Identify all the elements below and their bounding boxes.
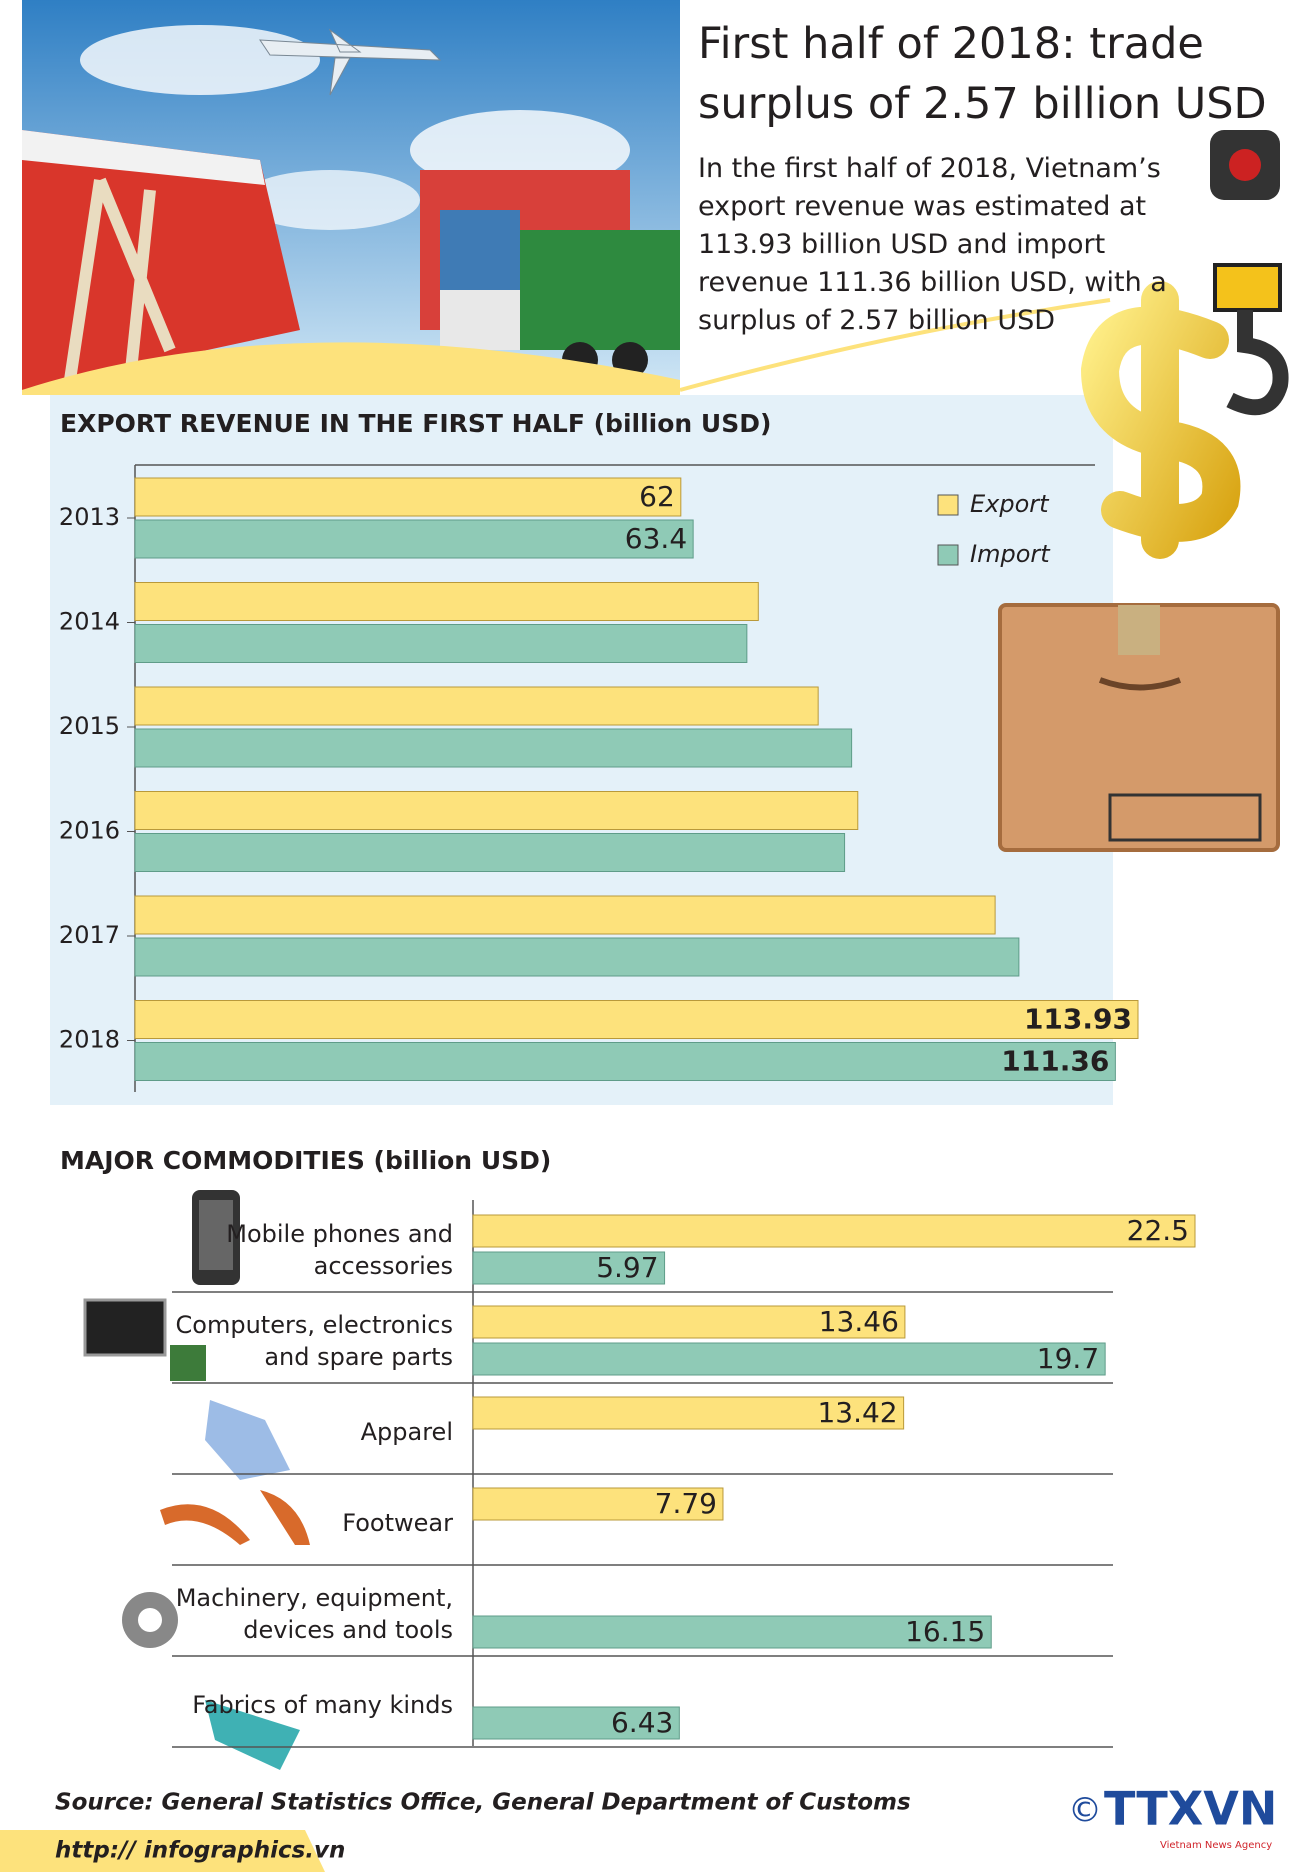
- category-label: Mobile phones and accessories: [226, 1220, 453, 1280]
- value-label: 6.43: [611, 1706, 673, 1739]
- value-label: 19.7: [1037, 1342, 1099, 1375]
- category-label: Footwear: [342, 1509, 453, 1537]
- category-label: 2018: [59, 1026, 120, 1054]
- bar: [472, 1342, 1106, 1376]
- logo: TTXVN: [1104, 1782, 1277, 1836]
- bar: [134, 937, 1020, 977]
- bar: [134, 624, 748, 663]
- legend-swatch: [937, 544, 959, 566]
- value-label: 7.79: [655, 1487, 717, 1520]
- legend-label: Export: [970, 490, 1050, 518]
- header-photo: [22, 0, 1111, 395]
- bar: [134, 895, 996, 935]
- agency: Vietnam News Agency: [1160, 1840, 1272, 1851]
- category-label: Machinery, equipment, devices and tools: [175, 1584, 453, 1644]
- value-label: 62: [639, 480, 675, 513]
- url[interactable]: http:// infographics.vn: [55, 1838, 345, 1864]
- bar: [134, 1000, 1139, 1039]
- chart-title: MAJOR COMMODITIES (billion USD): [60, 1146, 551, 1175]
- description: In the first half of 2018, Vietnam’s exp…: [698, 153, 1167, 336]
- bar: [134, 686, 819, 726]
- bar: [472, 1214, 1196, 1248]
- bar: [472, 1396, 905, 1430]
- bar: [134, 582, 759, 621]
- box-icon: [998, 603, 1280, 852]
- value-label: 111.36: [1001, 1045, 1109, 1078]
- bar: [134, 833, 846, 872]
- bar: [472, 1305, 906, 1339]
- category-label: 2014: [59, 608, 120, 636]
- category-label: Computers, electronics and spare parts: [175, 1311, 453, 1371]
- commodity-icons: [83, 1190, 310, 1770]
- value-label: 63.4: [625, 522, 687, 555]
- value-label: 13.46: [819, 1305, 899, 1338]
- bar: [134, 728, 853, 768]
- value-label: 16.15: [905, 1615, 985, 1648]
- legend-swatch: [937, 494, 959, 516]
- category-label: Apparel: [360, 1418, 453, 1446]
- value-label: 5.97: [596, 1251, 658, 1284]
- category-label: 2013: [59, 503, 120, 531]
- title: First half of 2018: trade surplus of 2.5…: [698, 19, 1267, 129]
- bar: [472, 1706, 680, 1740]
- category-label: Fabrics of many kinds: [192, 1691, 453, 1719]
- source: Source: General Statistics Office, Gener…: [55, 1790, 911, 1816]
- chart-title: EXPORT REVENUE IN THE FIRST HALF (billio…: [60, 409, 771, 438]
- value-label: 22.5: [1127, 1214, 1189, 1247]
- category-label: 2016: [59, 817, 120, 845]
- value-label: 113.93: [1024, 1003, 1132, 1036]
- bar: [134, 477, 682, 517]
- value-label: 13.42: [817, 1396, 897, 1429]
- legend-label: Import: [970, 540, 1051, 568]
- crane-dollar-icon: [1080, 130, 1289, 559]
- category-label: 2017: [59, 921, 120, 949]
- bar: [134, 1042, 1116, 1081]
- copyright: ©: [1068, 1791, 1102, 1831]
- bar: [472, 1487, 724, 1521]
- category-label: 2015: [59, 712, 120, 740]
- url-band: [0, 1830, 325, 1872]
- bar: [134, 519, 694, 559]
- bar: [472, 1615, 992, 1649]
- bar: [134, 791, 859, 830]
- bar: [472, 1251, 666, 1285]
